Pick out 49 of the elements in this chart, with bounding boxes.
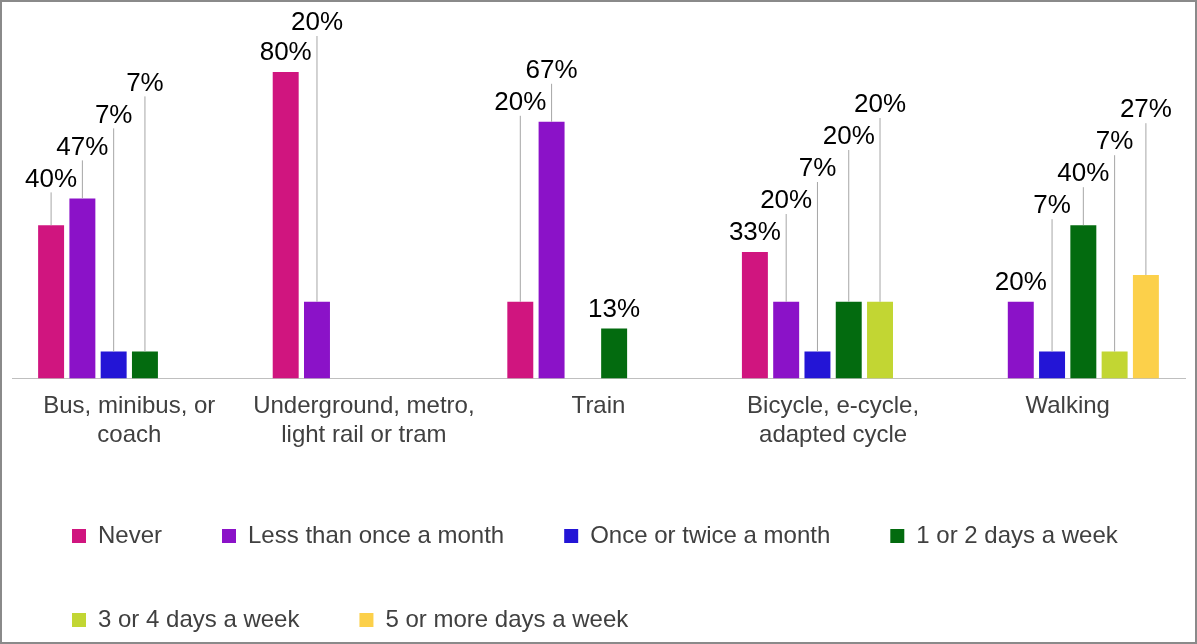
x-tick-label: Bicycle, e-cycle, adapted cycle — [747, 391, 920, 448]
bar — [507, 301, 534, 379]
bar — [1007, 301, 1034, 379]
data-label: 20% — [760, 184, 813, 215]
data-label: 7% — [94, 98, 133, 129]
legend-label: 5 or more days a week — [385, 604, 630, 632]
bar — [272, 72, 299, 379]
data-label: 33% — [728, 216, 781, 247]
bar — [100, 351, 127, 379]
x-tick-label: Underground, metro, light rail or tram — [253, 391, 475, 448]
data-label: 40% — [25, 162, 78, 193]
data-label: 20% — [494, 85, 547, 116]
data-label: 67% — [525, 53, 578, 84]
bar — [773, 301, 800, 379]
data-label: 27% — [1119, 93, 1172, 124]
bar — [835, 301, 862, 379]
bar — [1070, 225, 1097, 379]
bar — [69, 198, 96, 379]
bar — [538, 121, 565, 379]
bar — [601, 328, 628, 379]
data-label: 7% — [126, 66, 164, 97]
data-label: 20% — [854, 88, 907, 119]
x-tick-label: Train — [571, 391, 626, 419]
data-label: 20% — [994, 265, 1047, 296]
data-label: 40% — [1057, 157, 1110, 188]
data-label: 7% — [1095, 125, 1134, 156]
bar — [1132, 274, 1159, 379]
legend-label: 3 or 4 days a week — [98, 604, 301, 632]
bar — [741, 252, 768, 379]
bar — [804, 351, 831, 379]
legend-label: Less than once a month — [248, 520, 505, 548]
bar — [304, 301, 330, 379]
data-label: 7% — [798, 152, 837, 183]
data-label: 20% — [822, 120, 875, 151]
bar — [131, 351, 158, 379]
bar — [1039, 351, 1066, 379]
x-tick-label: Walking — [1025, 391, 1110, 419]
legend-label: Never — [98, 520, 163, 548]
bar — [38, 225, 65, 379]
x-tick-label: Bus, minibus, or coach — [43, 391, 216, 448]
legend-label: Once or twice a month — [590, 520, 831, 548]
data-label: 13% — [588, 292, 641, 323]
legend-label: 1 or 2 days a week — [916, 520, 1119, 548]
data-label: 80% — [259, 36, 312, 67]
bar — [1101, 351, 1128, 379]
bar — [867, 301, 893, 379]
data-label: 20% — [290, 6, 343, 37]
data-label: 7% — [1033, 189, 1071, 220]
data-label: 47% — [56, 130, 109, 161]
